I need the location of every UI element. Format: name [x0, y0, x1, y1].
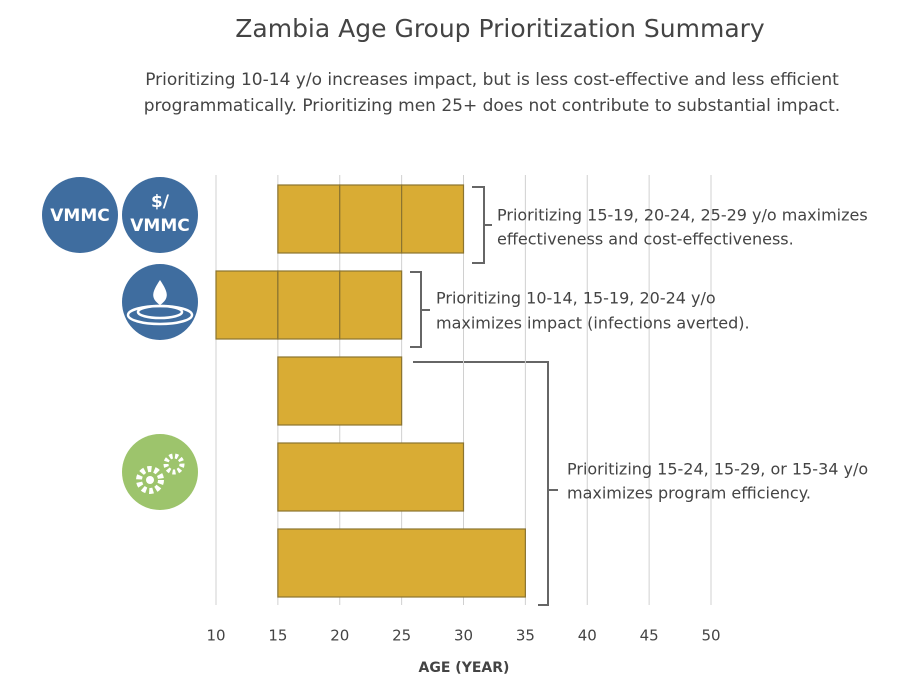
icon-vmmc — [42, 177, 118, 253]
icon-efficiency — [122, 434, 198, 510]
icons: VMMC $/ VMMC — [42, 177, 198, 510]
icon-cost — [122, 177, 198, 253]
subtitle: Prioritizing 10-14 y/o increases impact,… — [145, 70, 839, 90]
subtitle: programmatically. Prioritizing men 25+ d… — [144, 96, 840, 116]
x-tick-label: 30 — [454, 627, 473, 645]
annotation: maximizes impact (infections averted). — [436, 314, 750, 333]
droplet — [153, 280, 167, 305]
gear — [163, 453, 185, 475]
x-tick-label: 40 — [578, 627, 597, 645]
bar-segment — [277, 528, 526, 598]
icon-label: VMMC — [50, 206, 109, 226]
x-tick-label: 15 — [268, 627, 287, 645]
icon-label: VMMC — [130, 216, 189, 236]
x-tick-label: 50 — [701, 627, 720, 645]
brackets — [410, 186, 558, 606]
annotation: maximizes program efficiency. — [567, 484, 811, 503]
gear — [146, 476, 154, 484]
bracket — [410, 271, 430, 348]
bracket — [413, 361, 558, 606]
x-tick-label: 25 — [392, 627, 411, 645]
bar-segment — [401, 184, 465, 254]
annotation: effectiveness and cost-effectiveness. — [497, 230, 794, 249]
bar-segment — [339, 184, 403, 254]
annotation: Prioritizing 15-24, 15-29, or 15-34 y/o — [567, 460, 868, 479]
x-axis-label: AGE (YEAR) — [419, 660, 510, 676]
x-tick-label: 35 — [516, 627, 535, 645]
bar-segment — [277, 356, 403, 426]
bar-segment — [277, 442, 465, 512]
bar-segment — [277, 270, 341, 340]
bar-segment — [339, 270, 403, 340]
x-tick-label: 20 — [330, 627, 349, 645]
annotation: Prioritizing 10-14, 15-19, 20-24 y/o — [436, 289, 716, 308]
icon-label: $/ — [151, 192, 170, 212]
bar-segment — [277, 184, 341, 254]
x-tick-label: 10 — [206, 627, 225, 645]
chart-title: Zambia Age Group Prioritization Summary — [235, 14, 765, 43]
x-tick-label: 45 — [640, 627, 659, 645]
bar-segment — [215, 270, 279, 340]
bracket — [472, 186, 492, 264]
annotation: Prioritizing 15-19, 20-24, 25-29 y/o max… — [497, 206, 868, 225]
ripple — [126, 304, 194, 326]
gear — [136, 466, 164, 494]
